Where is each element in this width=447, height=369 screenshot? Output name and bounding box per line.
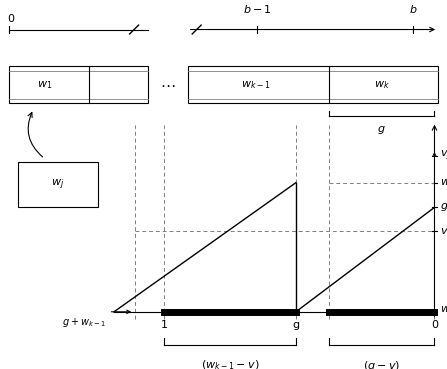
FancyBboxPatch shape [18,162,98,207]
Text: $g$: $g$ [377,124,386,137]
Text: $\cdots$: $\cdots$ [160,77,175,92]
Text: $w_k$: $w_k$ [374,79,390,91]
Text: $(g-v)$: $(g-v)$ [363,359,400,369]
Text: $w_1$: $w_1$ [37,79,52,91]
Text: $w_{k-1}$: $w_{k-1}$ [440,177,447,189]
FancyBboxPatch shape [9,66,148,103]
Text: $w_{k-1}$: $w_{k-1}$ [241,79,270,91]
Text: $w_j$: $w_j$ [51,177,65,192]
Text: $(w_{k-1}-v)$: $(w_{k-1}-v)$ [201,359,259,369]
Text: g: g [292,320,299,330]
Text: $w_j$: $w_j$ [440,304,447,319]
Text: $v_j$: $v_j$ [440,148,447,163]
Text: 0: 0 [431,320,438,330]
Text: $v$: $v$ [440,225,447,236]
Text: $b-1$: $b-1$ [243,3,271,15]
Text: $g$: $g$ [440,201,447,213]
Text: 1: 1 [161,320,168,330]
FancyBboxPatch shape [188,66,438,103]
Text: $g+w_{k-1}$: $g+w_{k-1}$ [62,316,106,329]
Text: 0: 0 [8,14,15,24]
Text: $b$: $b$ [409,3,418,15]
